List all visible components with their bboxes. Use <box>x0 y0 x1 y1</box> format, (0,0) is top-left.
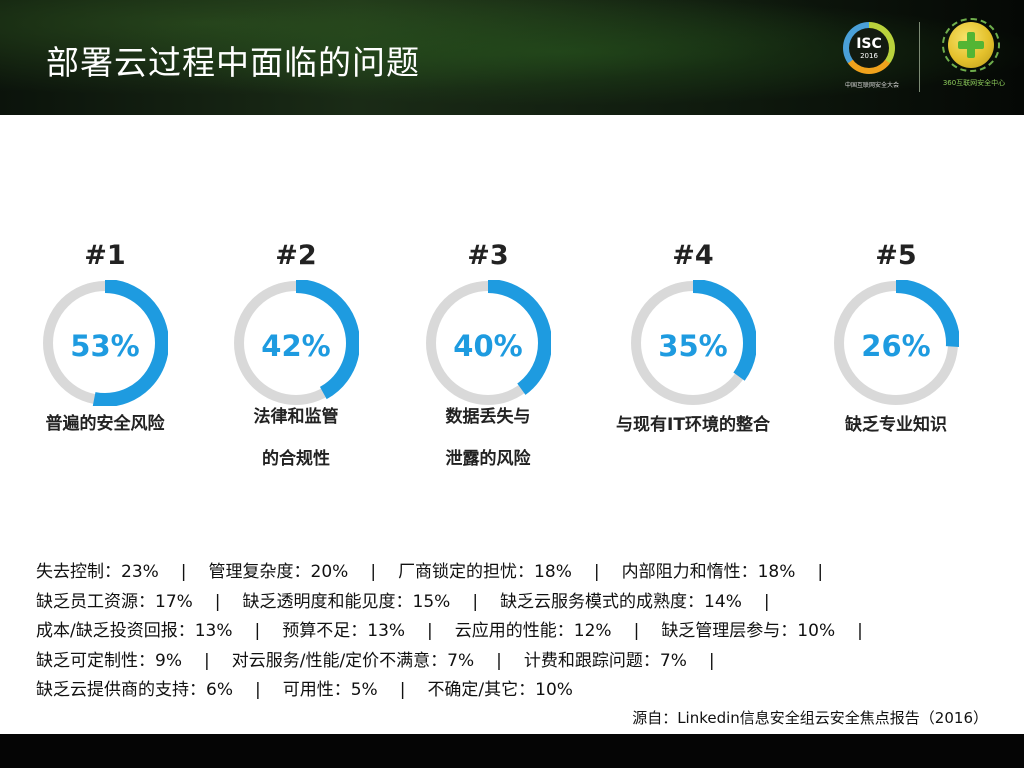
percentage-ring <box>630 280 756 406</box>
laurel-icon <box>942 18 1000 72</box>
issue-rank: #2 <box>275 240 317 271</box>
other-issues-list: 失去控制：23% | 管理复杂度：20% | 厂商锁定的担忧：18% | 内部阻力和惰性：1… <box>36 558 996 706</box>
issue-percentage: 40% <box>453 329 523 363</box>
item-separator: | <box>254 621 261 641</box>
issue-item: 成本/缺乏投资回报：13% <box>36 621 233 641</box>
isc-logo-year: 2016 <box>860 52 878 60</box>
issue-label: 法律和监管 <box>253 407 339 427</box>
issue-rank: #4 <box>672 240 714 271</box>
issue-rank: #1 <box>84 240 126 271</box>
ring-value-arc <box>833 280 959 406</box>
ring-value-arc <box>42 280 168 406</box>
issue-row: 成本/缺乏投资回报：13% | 预算不足：13% | 云应用的性能：12% | 缺乏管理层参… <box>36 617 996 647</box>
percentage-ring <box>425 280 551 406</box>
issue-row: 缺乏可定制性：9% | 对云服务/性能/定价不满意：7% | 计费和跟踪问题：7% | <box>36 647 996 677</box>
ring-value-arc <box>233 280 359 406</box>
item-separator: | <box>214 591 221 612</box>
issue-item: 缺乏员工资源：17% <box>36 591 193 612</box>
item-separator: | <box>180 562 187 582</box>
issue-percentage: 26% <box>861 329 931 363</box>
ring-value-arc <box>425 280 551 406</box>
issue-item: 缺乏管理层参与：10% <box>661 621 836 641</box>
issue-row: 缺乏云提供商的支持：6% | 可用性：5% | 不确定/其它：10% <box>36 676 996 706</box>
logo-divider <box>919 22 920 92</box>
issue-label: 泄露的风险 <box>445 449 531 469</box>
issue-row: 缺乏员工资源：17% | 缺乏透明度和能见度：15% | 缺乏云服务模式的成熟度：14%… <box>36 588 996 618</box>
issue-item: 对云服务/性能/定价不满意：7% <box>231 650 475 671</box>
issue-item: 预算不足：13% <box>282 621 406 641</box>
360-security-logo: 360互联网安全中心 <box>934 18 1014 96</box>
issue-percentage: 35% <box>658 329 728 363</box>
issue-percentage: 53% <box>70 329 140 363</box>
item-separator: | <box>763 591 770 612</box>
header-banner: 部署云过程中面临的问题 ISC 2016 中国互联网安全大会 360互联网安全中… <box>0 0 1024 115</box>
issue-item: 失去控制：23% <box>36 562 159 582</box>
item-separator: | <box>857 621 863 641</box>
item-separator: | <box>254 680 261 700</box>
item-separator: | <box>203 650 210 671</box>
issue-label: 数据丢失与 <box>445 407 531 427</box>
issue-label: 的合规性 <box>262 449 330 469</box>
issue-label: 普遍的安全风险 <box>45 414 165 434</box>
issue-item: 缺乏透明度和能见度：15% <box>242 591 451 612</box>
ring-value-arc <box>630 280 756 406</box>
item-separator: | <box>370 562 377 582</box>
issue-item: 计费和跟踪问题：7% <box>523 650 687 671</box>
issue-item: 缺乏可定制性：9% <box>36 650 182 671</box>
issue-label: 缺乏专业知识 <box>845 415 947 435</box>
footer-bar <box>0 734 1024 768</box>
percentage-ring <box>833 280 959 406</box>
item-separator: | <box>472 591 479 612</box>
isc-logo-caption: 中国互联网安全大会 <box>844 82 899 89</box>
issue-item: 不确定/其它：10% <box>427 680 573 700</box>
issue-percentage: 42% <box>261 329 331 363</box>
360-logo-caption: 360互联网安全中心 <box>942 79 1006 87</box>
page-title: 部署云过程中面临的问题 <box>46 43 420 82</box>
percentage-ring <box>233 280 359 406</box>
issue-row: 失去控制：23% | 管理复杂度：20% | 厂商锁定的担忧：18% | 内部阻力和惰性：1… <box>36 558 996 588</box>
item-separator: | <box>399 680 406 700</box>
item-separator: | <box>593 562 600 582</box>
issue-item: 管理复杂度：20% <box>208 562 349 582</box>
item-separator: | <box>633 621 640 641</box>
issue-rank: #5 <box>875 240 917 271</box>
item-separator: | <box>708 650 715 671</box>
issue-item: 云应用的性能：12% <box>454 621 612 641</box>
isc-logo-text: ISC <box>856 36 882 52</box>
item-separator: | <box>427 621 433 641</box>
item-separator: | <box>817 562 824 582</box>
issue-item: 厂商锁定的担忧：18% <box>398 562 572 582</box>
issue-item: 可用性：5% <box>282 680 378 700</box>
issue-rank: #3 <box>467 240 509 271</box>
item-separator: | <box>496 650 502 671</box>
percentage-ring <box>42 280 168 406</box>
issue-item: 缺乏云服务模式的成熟度：14% <box>500 591 742 612</box>
issue-item: 内部阻力和惰性：18% <box>621 562 796 582</box>
issue-item: 缺乏云提供商的支持：6% <box>36 680 233 700</box>
isc-logo: ISC 2016 中国互联网安全大会 <box>834 22 910 94</box>
source-note: 源自：Linkedin信息安全组云安全焦点报告（2016） <box>632 709 988 727</box>
issue-label: 与现有IT环境的整合 <box>616 415 770 435</box>
